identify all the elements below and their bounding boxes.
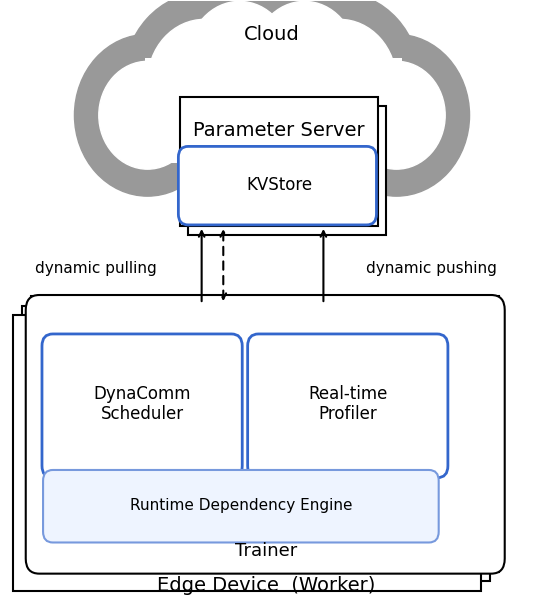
Circle shape bbox=[324, 34, 469, 196]
Text: DynaComm
Scheduler: DynaComm Scheduler bbox=[94, 385, 191, 423]
Text: Trainer: Trainer bbox=[236, 542, 298, 560]
FancyBboxPatch shape bbox=[13, 315, 481, 591]
Text: KVStore: KVStore bbox=[246, 176, 312, 194]
Circle shape bbox=[99, 61, 196, 169]
FancyBboxPatch shape bbox=[26, 295, 505, 574]
FancyBboxPatch shape bbox=[31, 296, 499, 572]
Circle shape bbox=[188, 1, 291, 115]
FancyBboxPatch shape bbox=[43, 470, 438, 542]
FancyBboxPatch shape bbox=[145, 85, 402, 163]
Text: Edge Device  (Worker): Edge Device (Worker) bbox=[157, 576, 376, 595]
Circle shape bbox=[348, 61, 445, 169]
Text: dynamic pulling: dynamic pulling bbox=[35, 261, 157, 276]
FancyBboxPatch shape bbox=[188, 106, 386, 235]
Circle shape bbox=[202, 28, 342, 184]
Circle shape bbox=[177, 1, 367, 211]
Circle shape bbox=[164, 0, 316, 142]
Circle shape bbox=[283, 19, 397, 145]
Circle shape bbox=[253, 1, 356, 115]
FancyBboxPatch shape bbox=[178, 146, 376, 225]
Text: Cloud: Cloud bbox=[244, 25, 300, 44]
Circle shape bbox=[258, 0, 421, 172]
FancyBboxPatch shape bbox=[22, 306, 490, 582]
Circle shape bbox=[228, 0, 380, 142]
Text: dynamic pushing: dynamic pushing bbox=[366, 261, 497, 276]
FancyBboxPatch shape bbox=[42, 334, 242, 478]
Circle shape bbox=[147, 19, 261, 145]
FancyBboxPatch shape bbox=[180, 98, 378, 226]
FancyBboxPatch shape bbox=[248, 334, 448, 478]
Circle shape bbox=[75, 34, 220, 196]
FancyBboxPatch shape bbox=[145, 58, 402, 163]
FancyBboxPatch shape bbox=[120, 85, 426, 190]
Text: Parameter Server: Parameter Server bbox=[193, 121, 365, 140]
Circle shape bbox=[123, 0, 286, 172]
Text: Real-time
Profiler: Real-time Profiler bbox=[308, 385, 387, 423]
Text: Runtime Dependency Engine: Runtime Dependency Engine bbox=[130, 498, 353, 514]
